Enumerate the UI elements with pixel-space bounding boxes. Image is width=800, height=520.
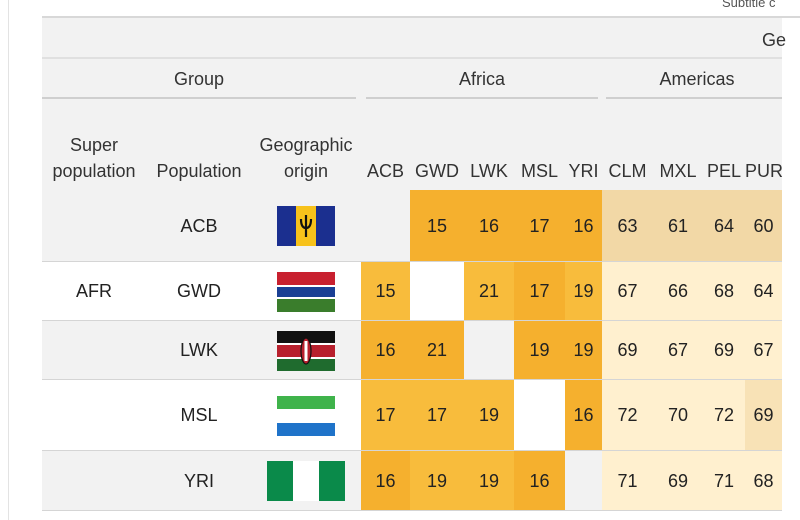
nigeria-flag: [267, 461, 345, 501]
row-divider: [42, 450, 782, 451]
distance-cell: 70: [653, 380, 703, 451]
distance-cell: 64: [703, 190, 745, 262]
distance-cell: [565, 451, 602, 511]
geography-spanner-label: Ge: [762, 30, 787, 50]
distance-cell: [514, 380, 565, 451]
distance-cell: 68: [703, 262, 745, 321]
column-header-population[interactable]: Population: [156, 161, 242, 181]
distance-cell: 16: [361, 321, 410, 380]
sierra-leone-flag: [277, 395, 335, 436]
distance-cell: 69: [703, 321, 745, 380]
distance-cell: 17: [514, 190, 565, 262]
column-header-clm[interactable]: CLM: [608, 161, 647, 181]
distance-cell: 69: [745, 380, 782, 451]
distance-cell: 71: [602, 451, 653, 511]
distance-cell: 16: [565, 190, 602, 262]
distance-cell: 72: [703, 380, 745, 451]
distance-cell: 16: [464, 190, 514, 262]
column-header-geographic-origin[interactable]: Geographic origin: [259, 135, 353, 181]
row-divider: [42, 261, 782, 262]
population-cell: YRI: [183, 470, 214, 491]
group-spanner-label: Group: [173, 69, 225, 89]
distance-cell: 15: [361, 262, 410, 321]
americas-spanner-rule: [606, 97, 782, 99]
super-population-cell: AFR: [76, 281, 112, 301]
distance-cell: 64: [745, 262, 782, 321]
distance-cell: 67: [653, 321, 703, 380]
distance-cell: 69: [602, 321, 653, 380]
row-divider: [42, 379, 782, 380]
distance-cell: 16: [565, 380, 602, 451]
column-header-gwd[interactable]: GWD: [415, 161, 459, 181]
distance-cell: 17: [410, 380, 464, 451]
distance-cell: 61: [653, 190, 703, 262]
distance-cell: 66: [653, 262, 703, 321]
kenya-flag: [277, 330, 335, 371]
column-header-pur[interactable]: PUR: [745, 161, 784, 181]
column-header-super-population[interactable]: Super population: [52, 135, 136, 181]
table-top-rule: [42, 0, 800, 18]
distance-cell: 15: [410, 190, 464, 262]
distance-cell: 67: [602, 262, 653, 321]
distance-cell: 72: [602, 380, 653, 451]
distance-cell: 19: [410, 451, 464, 511]
distance-cell: 19: [565, 321, 602, 380]
super-population-cell: [42, 380, 146, 451]
population-cell: LWK: [180, 340, 218, 360]
column-header-acb[interactable]: ACB: [366, 161, 404, 181]
group-spanner-rule: [42, 97, 356, 99]
distance-cell: 68: [745, 451, 782, 511]
distance-cell: [464, 321, 514, 380]
column-header-lwk[interactable]: LWK: [470, 161, 508, 181]
distance-cell: 17: [361, 380, 410, 451]
distance-cell: 60: [745, 190, 782, 262]
distance-cell: 19: [464, 451, 514, 511]
column-header-mxl[interactable]: MXL: [659, 161, 697, 181]
population-cell: ACB: [180, 215, 218, 236]
gambia-flag: [277, 271, 335, 312]
column-header-pel[interactable]: PEL: [706, 161, 742, 181]
distance-cell: 16: [361, 451, 410, 511]
distance-cell: 19: [565, 262, 602, 321]
population-cell: GWD: [177, 281, 221, 301]
africa-spanner-label: Africa: [458, 69, 505, 89]
distance-cell: 19: [464, 380, 514, 451]
super-population-cell: [42, 451, 146, 511]
distance-cell: 71: [703, 451, 745, 511]
distance-cell: 21: [464, 262, 514, 321]
population-cell: MSL: [180, 405, 218, 425]
distance-cell: 63: [602, 190, 653, 262]
distance-cell: 19: [514, 321, 565, 380]
row-divider: [42, 510, 782, 511]
distance-cell: [361, 190, 410, 262]
distance-cell: 69: [653, 451, 703, 511]
column-header-yri[interactable]: YRI: [568, 161, 599, 181]
distance-cell: 17: [514, 262, 565, 321]
super-population-cell: [42, 321, 146, 380]
row-divider: [42, 320, 782, 321]
distance-cell: [410, 262, 464, 321]
table-subtitle: Subtitle c: [722, 0, 776, 10]
super-population-cell: [42, 190, 146, 262]
geography-spanner-rule: [42, 57, 782, 59]
table-header: [42, 18, 782, 190]
americas-spanner-label: Americas: [659, 69, 735, 89]
page-left-border: [8, 0, 9, 520]
distance-cell: 21: [410, 321, 464, 380]
africa-spanner-rule: [366, 97, 598, 99]
distance-cell: 16: [514, 451, 565, 511]
distance-cell: 67: [745, 321, 782, 380]
column-header-msl[interactable]: MSL: [520, 161, 558, 181]
barbados-flag: [277, 206, 335, 246]
